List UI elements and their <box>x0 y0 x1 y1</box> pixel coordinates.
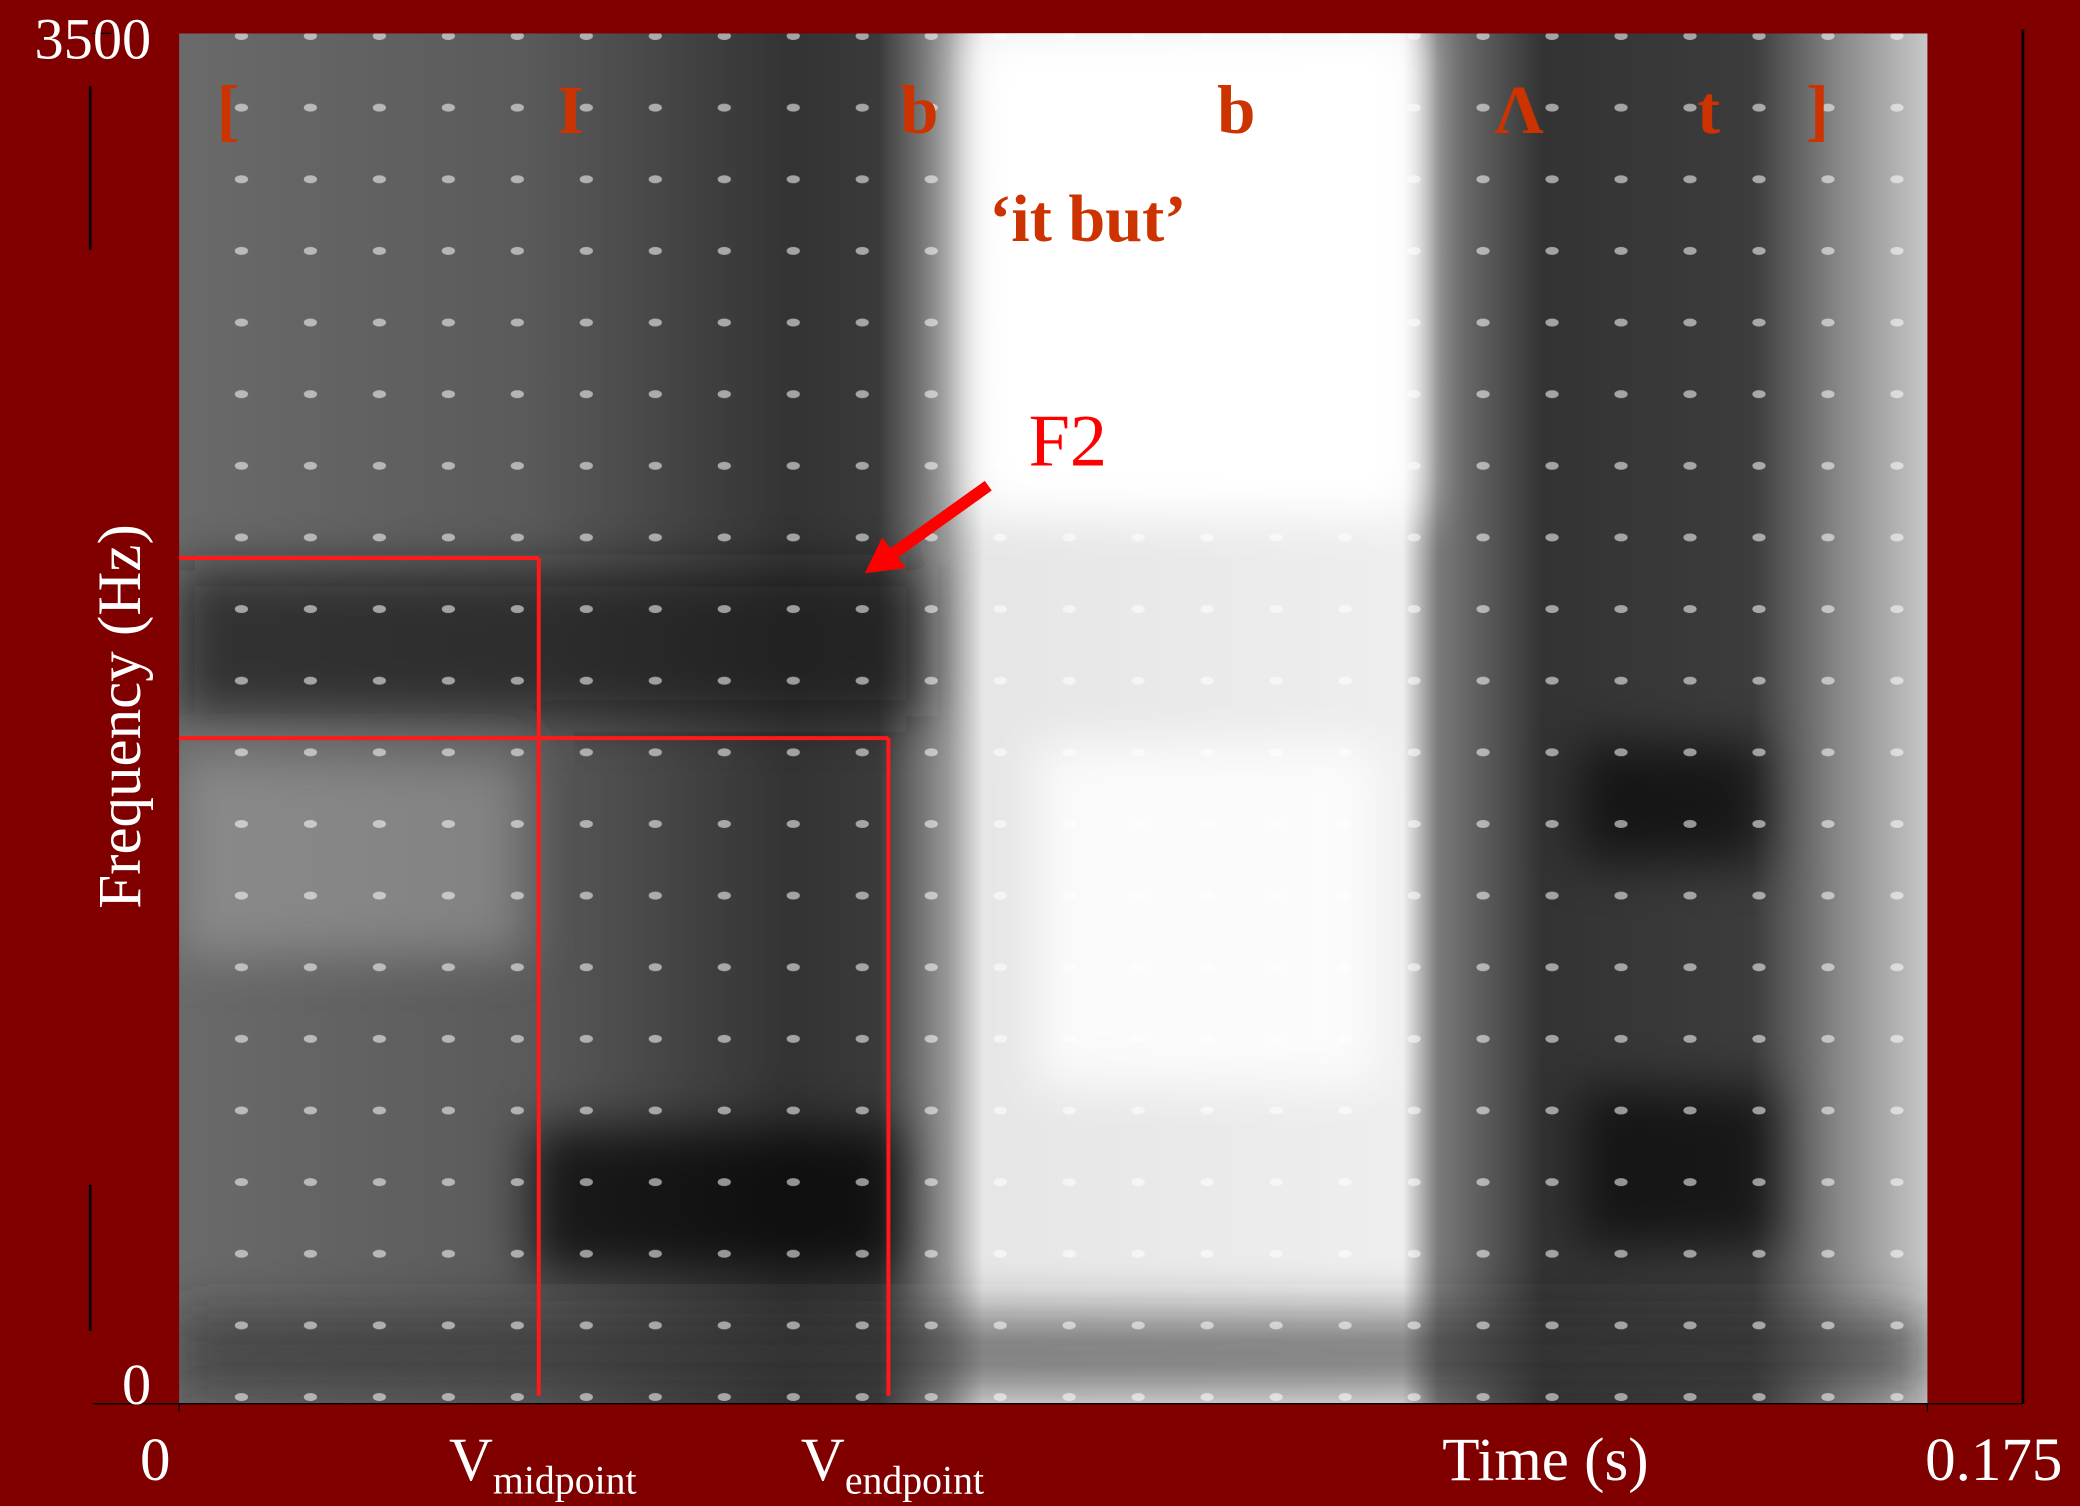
segment-label: b <box>1217 72 1255 148</box>
formant-label: F2 <box>1029 401 1107 483</box>
segment-label: t <box>1697 72 1720 148</box>
segment-label: Λ <box>1494 72 1544 148</box>
marker-label-sub: midpoint <box>493 1459 637 1503</box>
page: {"chart_data":{"type":"spectrogram","tit… <box>0 0 2080 1506</box>
x-tick-label: 0 <box>140 1427 171 1494</box>
marker-label-sub: endpoint <box>845 1459 984 1503</box>
x-tick-label: 0.175 <box>1925 1427 2062 1494</box>
segment-label: I <box>557 72 584 148</box>
marker-label-main: V <box>449 1427 493 1494</box>
marker-label: Vendpoint <box>801 1427 984 1503</box>
y-axis-label: Frequency (Hz) <box>87 524 154 909</box>
marker-label: Vmidpoint <box>449 1427 637 1503</box>
marker-label-main: V <box>801 1427 845 1494</box>
segment-label: [ <box>217 72 240 148</box>
y-tick-label: 3500 <box>35 7 152 72</box>
chart: 0 3500 0 0.175 Time (s) Frequency (Hz) [ Ib b Λt]… <box>0 0 2080 1506</box>
y-tick-label: 0 <box>122 1352 151 1417</box>
segment-label: b <box>900 72 938 148</box>
chart-title: ‘it but’ <box>989 183 1186 256</box>
x-axis-label: Time (s) <box>1442 1427 1648 1494</box>
segment-label: ] <box>1806 72 1829 148</box>
